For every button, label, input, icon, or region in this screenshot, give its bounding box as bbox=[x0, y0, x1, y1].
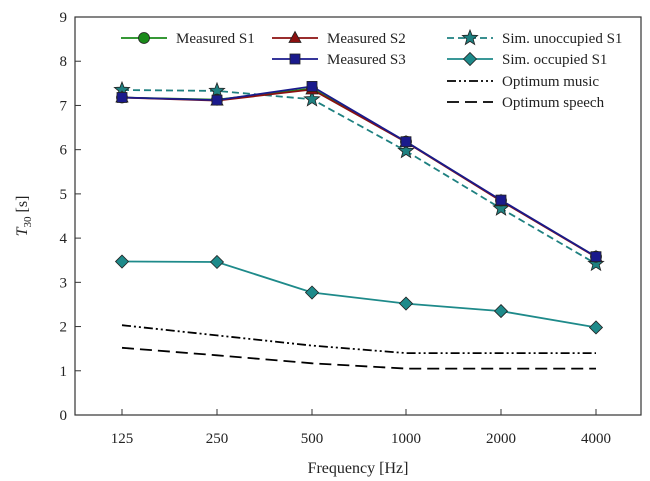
legend-label: Sim. unoccupied S1 bbox=[502, 31, 622, 47]
y-tick-label: 3 bbox=[60, 275, 68, 291]
data-point bbox=[306, 81, 318, 92]
x-tick-label: 250 bbox=[206, 431, 229, 447]
series-line bbox=[121, 89, 597, 265]
x-tick-label: 125 bbox=[111, 431, 134, 447]
series-sim-occupied-s1 bbox=[114, 254, 604, 335]
y-tick-label: 6 bbox=[60, 143, 68, 159]
legend-marker bbox=[288, 30, 302, 43]
legend: Measured S1 Measured S2 Measured S3 Sim. un… bbox=[121, 28, 622, 111]
legend-label: Sim. occupied S1 bbox=[502, 52, 607, 68]
legend-item-sim-unoccupied-s1: Sim. unoccupied S1 bbox=[447, 28, 622, 47]
legend-item-measured-s3: Measured S3 bbox=[272, 52, 406, 68]
data-point bbox=[304, 285, 320, 300]
series-line bbox=[121, 346, 596, 370]
x-tick-label: 500 bbox=[301, 431, 324, 447]
data-point bbox=[211, 94, 223, 106]
series-measured-s3 bbox=[116, 81, 602, 263]
legend-item-sim-occupied-s1: Sim. occupied S1 bbox=[447, 51, 607, 68]
y-tick-label: 5 bbox=[60, 187, 68, 203]
y-tick-label: 0 bbox=[60, 408, 68, 424]
legend-label: Optimum music bbox=[502, 74, 599, 90]
data-point bbox=[398, 296, 414, 311]
series-optimum-speech bbox=[121, 346, 596, 370]
y-tick-label: 2 bbox=[60, 320, 68, 336]
series-line bbox=[121, 260, 597, 329]
data-point bbox=[397, 141, 415, 159]
legend-marker bbox=[461, 28, 479, 46]
y-tick-label: 8 bbox=[60, 54, 68, 70]
series-line bbox=[121, 324, 596, 355]
y-tick-label: 4 bbox=[60, 231, 68, 247]
legend-item-measured-s1: Measured S1 bbox=[121, 31, 255, 47]
legend-marker bbox=[138, 32, 150, 44]
legend-item-optimum-music: Optimum music bbox=[447, 74, 599, 90]
data-point bbox=[114, 254, 130, 269]
legend-label: Measured S3 bbox=[327, 52, 406, 68]
x-axis-ticks: 125 250 500 1000 2000 4000 bbox=[111, 409, 611, 447]
data-point bbox=[400, 136, 412, 148]
legend-item-measured-s2: Measured S2 bbox=[272, 30, 406, 47]
data-point bbox=[495, 194, 507, 206]
legend-label: Measured S2 bbox=[327, 31, 406, 47]
legend-label: Optimum speech bbox=[502, 95, 605, 111]
y-tick-label: 7 bbox=[60, 98, 68, 114]
x-tick-label: 1000 bbox=[391, 431, 421, 447]
y-axis-title: T30 [s] bbox=[14, 196, 34, 237]
data-point bbox=[493, 304, 509, 319]
data-point bbox=[492, 199, 510, 216]
data-point bbox=[303, 90, 321, 107]
legend-label: Measured S1 bbox=[176, 31, 255, 47]
data-point bbox=[116, 92, 128, 103]
plot-area bbox=[74, 16, 642, 416]
y-tick-label: 1 bbox=[60, 364, 68, 380]
x-axis-title: Frequency [Hz] bbox=[308, 460, 409, 477]
data-point bbox=[209, 254, 225, 270]
legend-marker bbox=[289, 53, 301, 65]
series-layer bbox=[113, 80, 605, 370]
y-tick-label: 9 bbox=[60, 10, 68, 26]
x-tick-label: 2000 bbox=[486, 431, 516, 447]
legend-item-optimum-speech: Optimum speech bbox=[447, 95, 605, 111]
legend-marker bbox=[462, 51, 478, 67]
series-optimum-music bbox=[121, 324, 596, 355]
x-tick-label: 4000 bbox=[581, 431, 611, 447]
series-line bbox=[121, 85, 597, 258]
y-axis-ticks: 0 1 2 3 4 5 6 7 8 9 bbox=[60, 10, 81, 424]
data-point bbox=[590, 251, 602, 263]
data-point bbox=[588, 320, 604, 335]
